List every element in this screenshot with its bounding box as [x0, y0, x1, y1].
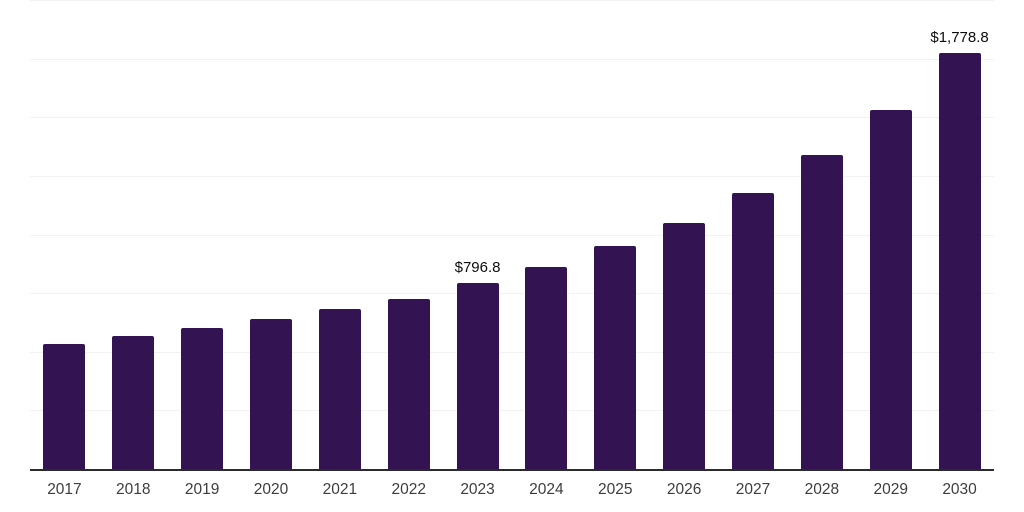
- data-label-2023: $796.8: [454, 259, 501, 277]
- bar-2021: [318, 309, 361, 470]
- x-tick-2021: 2021: [322, 481, 358, 498]
- x-tick-2030: 2030: [942, 481, 977, 498]
- gridline: [30, 0, 994, 1]
- x-tick-2022: 2022: [391, 481, 426, 498]
- x-tick-2027: 2027: [735, 481, 771, 498]
- bar-2018: [112, 336, 155, 470]
- x-tick-2028: 2028: [804, 481, 840, 498]
- bar-2030: [938, 52, 981, 470]
- x-tick-2019: 2019: [184, 481, 220, 498]
- x-tick-2024: 2024: [529, 481, 564, 498]
- x-tick-2017: 2017: [47, 481, 82, 498]
- x-tick-2023: 2023: [460, 481, 495, 498]
- bar-2028: [800, 154, 843, 470]
- gridline: [30, 293, 994, 295]
- bar-2024: [525, 267, 568, 470]
- plot-area: $796.8 $1,778.8: [30, 0, 994, 471]
- bar-2022: [387, 298, 430, 470]
- x-axis-tick-labels: 2017 2018 2019 2020 2021 2022 2023 2024 2025 2026…: [30, 481, 994, 505]
- x-tick-2020: 2020: [253, 481, 289, 498]
- bar-2020: [250, 319, 292, 470]
- x-tick-2018: 2018: [116, 481, 151, 498]
- gridline: [30, 410, 994, 412]
- gridline: [30, 351, 994, 353]
- x-tick-2025: 2025: [598, 481, 633, 498]
- gridline: [30, 175, 994, 177]
- gridline: [30, 234, 994, 236]
- x-axis-line: [30, 469, 994, 471]
- x-tick-2029: 2029: [873, 481, 908, 498]
- bar-2029: [869, 109, 912, 470]
- bar-2026: [663, 222, 706, 470]
- bar-2017: [43, 344, 86, 470]
- bar-2019: [181, 328, 224, 470]
- data-label-2030: $1,778.8: [930, 28, 989, 46]
- x-tick-2026: 2026: [666, 481, 702, 498]
- bar-2027: [732, 192, 774, 470]
- gridline: [30, 117, 994, 119]
- gridline: [30, 58, 994, 60]
- bar-2023: [456, 283, 499, 470]
- bar-2025: [594, 245, 637, 470]
